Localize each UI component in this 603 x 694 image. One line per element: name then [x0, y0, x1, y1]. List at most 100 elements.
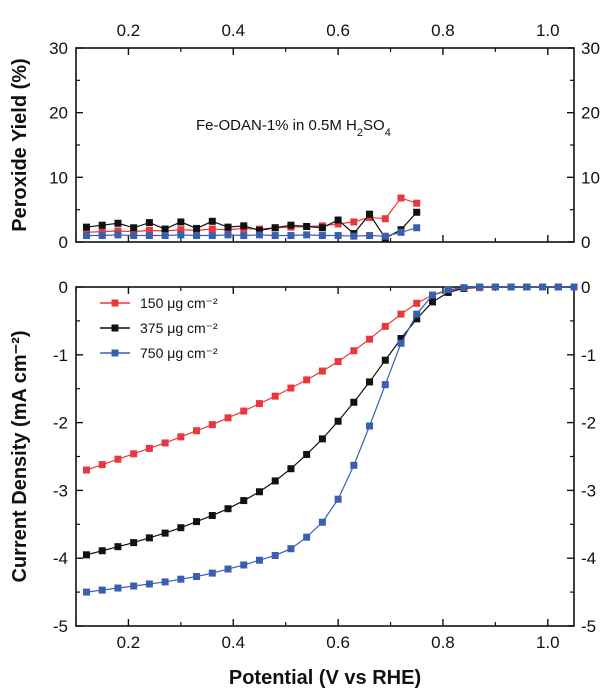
data-point: [208, 217, 216, 225]
data-point: [145, 219, 153, 227]
data-point: [413, 310, 421, 318]
legend: 150 μg cm⁻² 375 μg cm⁻² 750 μg cm⁻²: [100, 295, 218, 361]
data-point: [224, 505, 232, 513]
data-point: [114, 231, 122, 239]
annotation-sub2: 4: [385, 127, 391, 139]
bottom-x-tick-label: 0.2: [117, 633, 141, 652]
series-line-1: [86, 197, 417, 233]
data-point: [82, 466, 90, 474]
y-tick-label-right: -5: [581, 617, 596, 636]
data-point: [224, 414, 232, 422]
data-point: [130, 582, 138, 590]
top-axes-ticks: 0.2 0.4 0.6 0.8 1.0 0 0 10 10 20 20 30 30: [49, 21, 600, 252]
x-axis-title: Potential (V vs RHE): [229, 667, 421, 689]
data-point: [130, 539, 138, 547]
top-plot-frame: [75, 47, 575, 243]
data-point: [271, 551, 279, 559]
current-density-panel: 0.2 0.4 0.6 0.8 1.0 0 0 -1 -1 -2 -2 -3 -3 -4 -4 -5 -5 Cu…: [9, 278, 596, 689]
data-point: [98, 221, 106, 229]
data-point: [366, 422, 374, 430]
top-x-tick-label: 0.8: [431, 21, 455, 40]
data-point: [303, 376, 311, 384]
data-point: [413, 299, 421, 307]
data-point: [114, 219, 122, 227]
bottom-x-tick-label: 1.0: [536, 633, 560, 652]
data-point: [130, 224, 138, 232]
data-point: [303, 450, 311, 458]
top-x-tick-label: 1.0: [536, 21, 560, 40]
y-tick-label-right: 0: [581, 278, 590, 297]
data-point: [271, 477, 279, 485]
data-point: [177, 433, 185, 441]
data-point: [397, 228, 405, 236]
data-point: [397, 194, 405, 202]
data-point: [145, 226, 153, 234]
top-x-tick-label: 0.2: [117, 21, 141, 40]
data-point: [240, 561, 248, 569]
data-point: [287, 232, 295, 240]
data-point: [208, 225, 216, 233]
data-point: [413, 224, 421, 232]
series-line-3: [86, 227, 417, 237]
data-point: [428, 291, 436, 299]
data-point: [98, 232, 106, 240]
data-point: [334, 220, 342, 228]
data-point: [287, 221, 295, 229]
data-point: [303, 231, 311, 239]
bottom-x-tick-label: 0.6: [326, 633, 350, 652]
top-annotation: Fe-ODAN-1% in 0.5M H2SO4: [196, 117, 391, 139]
top-x-tick-label: 0.4: [221, 21, 245, 40]
data-point: [287, 384, 295, 392]
data-point: [98, 228, 106, 236]
y-tick-label-left: 20: [49, 104, 68, 123]
y-tick-label-right: -2: [581, 414, 596, 433]
y-tick-label-left: 0: [59, 278, 68, 297]
legend-marker: [111, 324, 119, 332]
data-point: [570, 283, 578, 291]
data-point: [381, 381, 389, 389]
data-point: [208, 232, 216, 240]
data-point: [177, 524, 185, 532]
data-point: [98, 461, 106, 469]
data-point: [350, 218, 358, 226]
data-point: [82, 588, 90, 596]
data-point: [350, 232, 358, 240]
data-point: [381, 322, 389, 330]
data-point: [318, 435, 326, 443]
data-point: [554, 283, 562, 291]
data-point: [334, 417, 342, 425]
y-tick-label-left: -2: [53, 414, 68, 433]
y-tick-label-right: -3: [581, 481, 596, 500]
data-point: [428, 298, 436, 306]
y-tick-label-left: -1: [53, 346, 68, 365]
data-point: [350, 347, 358, 355]
data-point: [240, 497, 248, 505]
data-point: [318, 518, 326, 526]
data-point: [366, 210, 374, 218]
data-point: [145, 580, 153, 588]
top-series-group: [82, 194, 421, 242]
data-point: [271, 224, 279, 232]
data-point: [130, 450, 138, 458]
data-point: [177, 226, 185, 234]
data-point: [161, 439, 169, 447]
bottom-series-group: [82, 283, 578, 596]
data-point: [193, 224, 201, 232]
legend-marker: [111, 299, 119, 307]
data-point: [193, 518, 201, 526]
data-point: [413, 208, 421, 216]
annotation-prefix: Fe-ODAN-1% in 0.5M H: [196, 117, 357, 134]
data-point: [287, 465, 295, 473]
data-point: [255, 226, 263, 234]
data-point: [145, 534, 153, 542]
data-point: [208, 569, 216, 577]
data-point: [366, 378, 374, 386]
y-tick-label-left: -4: [53, 549, 68, 568]
data-point: [177, 231, 185, 239]
data-point: [381, 232, 389, 240]
y-tick-label-right: -4: [581, 549, 596, 568]
data-point: [271, 232, 279, 240]
legend-label: 150 μg cm⁻²: [140, 295, 218, 311]
data-point: [303, 533, 311, 541]
